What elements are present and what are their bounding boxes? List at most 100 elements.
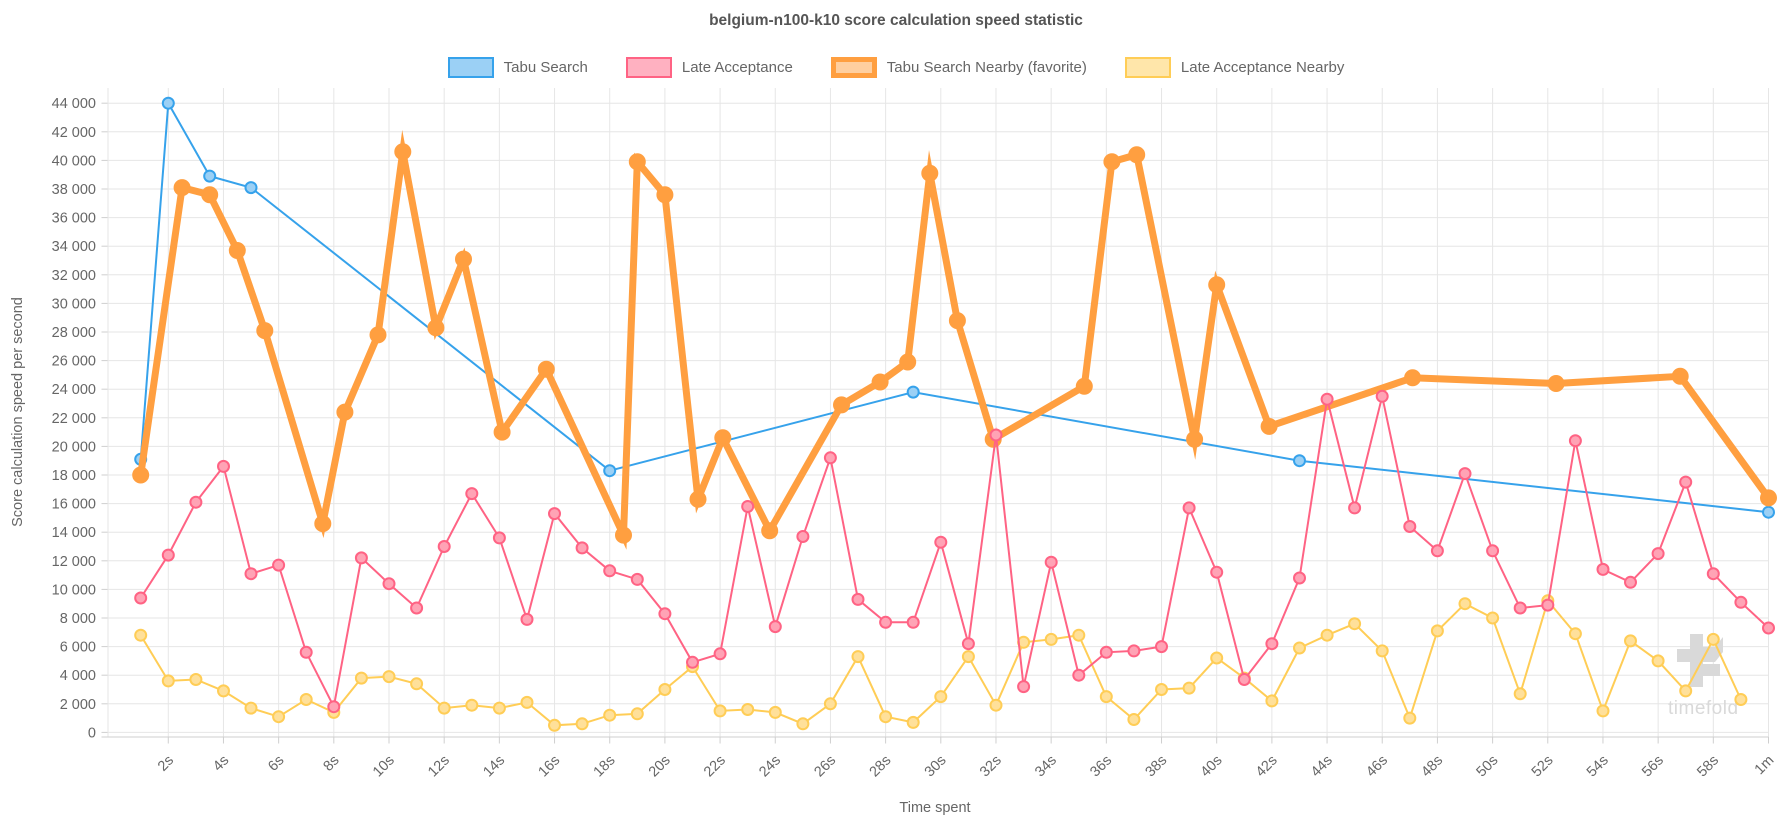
data-point[interactable] — [132, 466, 150, 484]
data-point[interactable] — [630, 707, 644, 721]
data-point[interactable] — [658, 683, 672, 696]
data-point[interactable] — [906, 385, 920, 399]
data-point[interactable] — [1128, 146, 1146, 164]
data-point[interactable] — [1155, 640, 1168, 654]
data-point[interactable] — [520, 612, 534, 626]
data-point[interactable] — [989, 698, 1003, 712]
data-point[interactable] — [548, 718, 561, 732]
data-point[interactable] — [354, 671, 368, 685]
data-point[interactable] — [410, 677, 424, 691]
data-point[interactable] — [575, 541, 589, 555]
data-point[interactable] — [520, 695, 534, 709]
data-point[interactable] — [1210, 565, 1224, 579]
data-point[interactable] — [382, 670, 396, 684]
data-point[interactable] — [823, 697, 837, 711]
data-point[interactable] — [989, 428, 1003, 442]
data-point[interactable] — [1017, 680, 1031, 694]
data-point[interactable] — [465, 487, 479, 501]
data-point[interactable] — [1734, 693, 1748, 706]
data-point[interactable] — [686, 655, 699, 669]
data-point[interactable] — [1099, 690, 1113, 704]
data-point[interactable] — [437, 701, 451, 715]
data-point[interactable] — [1348, 617, 1362, 631]
data-point[interactable] — [1265, 637, 1279, 651]
data-point[interactable] — [851, 592, 865, 606]
data-point[interactable] — [134, 591, 148, 605]
legend-item-1[interactable]: Late Acceptance — [625, 57, 793, 78]
data-point[interactable] — [741, 500, 755, 513]
data-point[interactable] — [299, 693, 313, 706]
data-point[interactable] — [272, 710, 286, 724]
data-point[interactable] — [201, 186, 219, 204]
data-point[interactable] — [1293, 571, 1306, 585]
data-point[interactable] — [1513, 601, 1527, 615]
data-point[interactable] — [465, 698, 479, 712]
data-point[interactable] — [1458, 597, 1472, 611]
data-point[interactable] — [314, 515, 332, 533]
data-point[interactable] — [1186, 430, 1204, 448]
data-point[interactable] — [1458, 467, 1472, 481]
data-point[interactable] — [492, 701, 506, 715]
data-point[interactable] — [1734, 595, 1748, 609]
data-point[interactable] — [1182, 501, 1196, 515]
data-point[interactable] — [382, 577, 396, 591]
data-point[interactable] — [1568, 627, 1582, 641]
data-point[interactable] — [1671, 367, 1689, 385]
data-point[interactable] — [1072, 628, 1086, 642]
data-point[interactable] — [548, 507, 561, 521]
data-point[interactable] — [1403, 711, 1417, 725]
data-point[interactable] — [327, 700, 341, 714]
legend-item-2[interactable]: Tabu Search Nearby (favorite) — [830, 57, 1087, 78]
data-point[interactable] — [934, 690, 948, 704]
data-point[interactable] — [369, 326, 387, 344]
data-point[interactable] — [1375, 644, 1389, 658]
data-point[interactable] — [761, 522, 779, 540]
data-point[interactable] — [921, 164, 939, 182]
data-point[interactable] — [796, 530, 810, 543]
data-point[interactable] — [1430, 544, 1444, 558]
data-point[interactable] — [615, 526, 632, 544]
data-point[interactable] — [1760, 489, 1777, 507]
data-point[interactable] — [689, 490, 707, 508]
data-point[interactable] — [1260, 417, 1278, 435]
data-point[interactable] — [1320, 628, 1334, 642]
legend-item-3[interactable]: Late Acceptance Nearby — [1124, 57, 1344, 78]
data-point[interactable] — [658, 607, 672, 621]
data-point[interactable] — [1155, 683, 1168, 696]
data-point[interactable] — [656, 186, 674, 204]
data-point[interactable] — [1375, 389, 1389, 403]
data-point[interactable] — [189, 673, 203, 686]
data-point[interactable] — [1706, 632, 1720, 646]
data-point[interactable] — [961, 650, 975, 664]
data-point[interactable] — [1624, 575, 1637, 589]
data-point[interactable] — [354, 551, 368, 565]
data-point[interactable] — [256, 322, 274, 340]
data-point[interactable] — [899, 353, 917, 371]
data-point[interactable] — [1127, 713, 1141, 726]
data-point[interactable] — [871, 373, 889, 391]
data-point[interactable] — [1182, 681, 1196, 695]
data-point[interactable] — [1596, 562, 1610, 576]
data-point[interactable] — [1099, 645, 1113, 659]
data-point[interactable] — [713, 704, 727, 718]
data-point[interactable] — [1044, 632, 1058, 646]
data-point[interactable] — [1762, 621, 1775, 635]
data-point[interactable] — [410, 601, 424, 615]
data-point[interactable] — [455, 250, 472, 268]
data-point[interactable] — [851, 650, 865, 664]
data-point[interactable] — [244, 701, 258, 715]
legend-item-0[interactable]: Tabu Search — [447, 57, 588, 78]
data-point[interactable] — [173, 179, 191, 197]
data-point[interactable] — [1651, 654, 1665, 668]
data-point[interactable] — [217, 459, 230, 473]
data-point[interactable] — [492, 531, 506, 545]
data-point[interactable] — [603, 464, 617, 478]
data-point[interactable] — [879, 615, 893, 629]
data-point[interactable] — [1679, 684, 1693, 698]
data-point[interactable] — [768, 620, 782, 634]
data-point[interactable] — [1210, 651, 1224, 665]
data-point[interactable] — [630, 572, 644, 586]
data-point[interactable] — [1208, 276, 1226, 294]
data-point[interactable] — [628, 153, 646, 171]
data-point[interactable] — [1430, 624, 1444, 638]
